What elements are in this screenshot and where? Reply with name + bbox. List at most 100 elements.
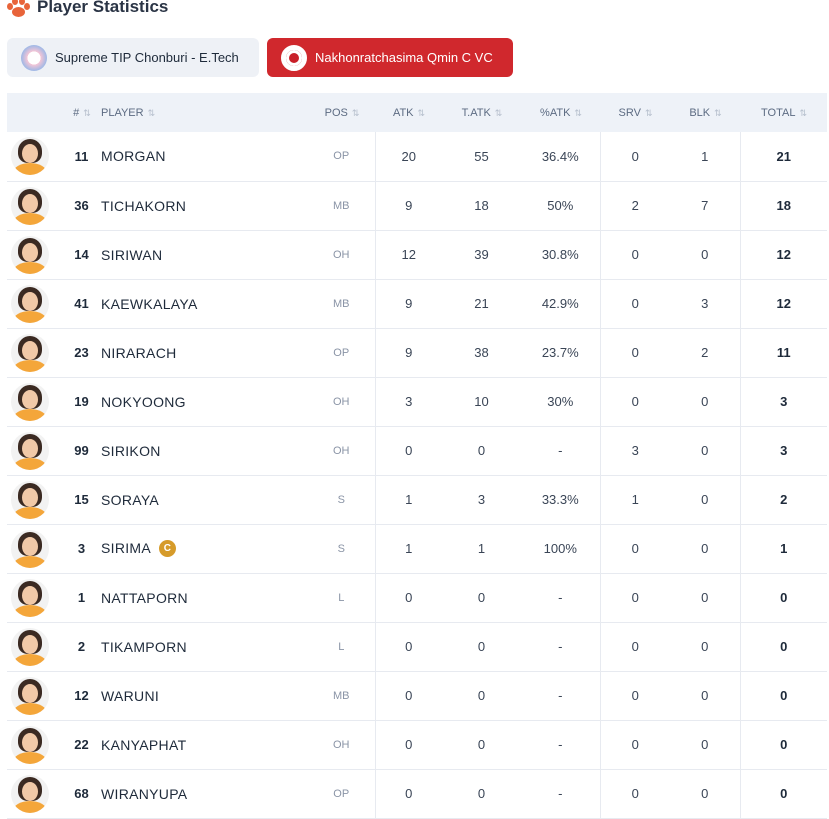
player-srv: 0	[599, 328, 670, 377]
player-atk: 0	[374, 720, 442, 769]
player-total: 12	[739, 279, 827, 328]
player-name[interactable]: MORGAN	[101, 148, 166, 165]
avatar	[11, 725, 49, 764]
player-name[interactable]: WARUNI	[101, 687, 160, 704]
player-patk: 36.4%	[541, 148, 579, 164]
player-pos: OH	[333, 395, 350, 408]
player-name[interactable]: NATTAPORN	[101, 589, 188, 606]
player-name-cell: SIRIKON	[101, 426, 308, 475]
player-number: 36	[74, 198, 89, 213]
table-row[interactable]: 68 WIRANYUPA OP 0 0 - 0 0 0	[7, 769, 827, 818]
player-name[interactable]: SIRIWAN	[101, 246, 163, 263]
table-row[interactable]: 36 TICHAKORN MB 9 18 50% 2 7 18	[7, 181, 827, 230]
team-logo-icon	[21, 44, 47, 71]
player-srv: 3	[599, 426, 670, 475]
player-name[interactable]: KAEWKALAYA	[101, 295, 198, 312]
player-tatk: 18	[474, 198, 489, 213]
player-name-cell: KAEWKALAYA	[101, 279, 308, 328]
player-total: 18	[739, 181, 827, 230]
avatar	[11, 235, 49, 274]
col-header-patk[interactable]: %ATK ⇅	[540, 106, 582, 119]
table-row[interactable]: 11 MORGAN OP 20 55 36.4% 0 1 21	[7, 132, 827, 181]
player-blk: 0	[701, 737, 709, 752]
player-pos: MB	[333, 199, 350, 212]
player-blk: 7	[701, 198, 709, 213]
table-row[interactable]: 2 TIKAMPORN L 0 0 - 0 0 0	[7, 622, 827, 671]
player-srv: 0	[599, 622, 670, 671]
tab-team-away[interactable]: Nakhonratchasima Qmin C VC	[267, 38, 513, 77]
player-tatk: 0	[477, 737, 486, 752]
tab-team-home[interactable]: Supreme TIP Chonburi - E.Tech	[7, 38, 259, 77]
player-tatk: 38	[474, 345, 489, 360]
player-name[interactable]: KANYAPHAT	[101, 736, 187, 753]
player-number: 19	[74, 394, 89, 409]
avatar	[11, 431, 49, 470]
table-row[interactable]: 12 WARUNI MB 0 0 - 0 0 0	[7, 671, 827, 720]
table-row[interactable]: 41 KAEWKALAYA MB 9 21 42.9% 0 3 12	[7, 279, 827, 328]
col-header-atk[interactable]: ATK ⇅	[392, 106, 425, 119]
table-row[interactable]: 99 SIRIKON OH 0 0 - 3 0 3	[7, 426, 827, 475]
player-patk: -	[558, 590, 563, 605]
avatar	[11, 627, 49, 666]
player-name-cell: MORGAN	[101, 132, 308, 181]
col-header-pos[interactable]: POS ⇅	[324, 106, 360, 119]
player-total: 0	[739, 720, 827, 769]
sort-icon: ⇅	[417, 107, 425, 118]
player-name[interactable]: NOKYOONG	[101, 393, 186, 410]
sort-icon: ⇅	[83, 107, 90, 118]
player-tatk: 3	[477, 492, 486, 507]
col-header-blk[interactable]: BLK ⇅	[689, 106, 721, 119]
player-patk: 30.8%	[541, 247, 579, 262]
sort-icon: ⇅	[644, 107, 652, 118]
player-name[interactable]: TICHAKORN	[101, 197, 187, 214]
player-atk: 1	[374, 475, 442, 524]
player-srv: 0	[599, 720, 670, 769]
player-atk: 9	[374, 328, 442, 377]
player-total: 11	[739, 328, 827, 377]
table-row[interactable]: 1 NATTAPORN L 0 0 - 0 0 0	[7, 573, 827, 622]
team-tabs: Supreme TIP Chonburi - E.Tech Nakhonratc…	[7, 38, 513, 77]
player-blk: 0	[701, 639, 709, 654]
table-row[interactable]: 22 KANYAPHAT OH 0 0 - 0 0 0	[7, 720, 827, 769]
player-name-cell: SIRIMA C	[101, 524, 308, 573]
player-tatk: 10	[474, 394, 489, 409]
player-patk: 23.7%	[541, 345, 579, 360]
player-number: 68	[74, 786, 89, 801]
player-patk: 50%	[547, 198, 574, 213]
player-pos: OH	[333, 248, 350, 261]
player-total: 0	[739, 671, 827, 720]
player-pos: OH	[333, 738, 350, 751]
table-row[interactable]: 3 SIRIMA C S 1 1 100% 0 0 1	[7, 524, 827, 573]
table-row[interactable]: 14 SIRIWAN OH 12 39 30.8% 0 0 12	[7, 230, 827, 279]
table-row[interactable]: 15 SORAYA S 1 3 33.3% 1 0 2	[7, 475, 827, 524]
player-name-cell: TICHAKORN	[101, 181, 308, 230]
player-tatk: 0	[477, 590, 486, 605]
player-name[interactable]: WIRANYUPA	[101, 785, 188, 802]
player-name[interactable]: SORAYA	[101, 491, 160, 508]
player-stats-table: # ⇅ PLAYER ⇅ POS ⇅ ATK ⇅ T.ATK ⇅ %ATK ⇅ SRV ⇅ B…	[7, 93, 827, 819]
player-name[interactable]: SIRIKON	[101, 442, 161, 459]
col-header-tatk[interactable]: T.ATK ⇅	[461, 106, 503, 119]
table-row[interactable]: 19 NOKYOONG OH 3 10 30% 0 0 3	[7, 377, 827, 426]
player-number: 1	[77, 590, 86, 605]
player-blk: 0	[701, 688, 709, 703]
player-name-cell: NATTAPORN	[101, 573, 308, 622]
player-total: 0	[739, 769, 827, 818]
col-header-srv[interactable]: SRV ⇅	[618, 106, 653, 119]
player-number: 3	[77, 541, 86, 556]
player-blk: 0	[701, 590, 709, 605]
avatar	[11, 578, 49, 617]
player-pos: L	[338, 591, 345, 604]
col-header-player[interactable]: PLAYER ⇅	[101, 106, 155, 119]
player-patk: 33.3%	[541, 492, 579, 507]
player-name-cell: WIRANYUPA	[101, 769, 308, 818]
col-header-total[interactable]: TOTAL ⇅	[761, 106, 807, 119]
player-name[interactable]: NIRARACH	[101, 344, 177, 361]
player-name[interactable]: TIKAMPORN	[101, 638, 187, 655]
player-name[interactable]: SIRIMA	[101, 539, 152, 556]
player-pos: OP	[333, 150, 350, 163]
col-header-num[interactable]: # ⇅	[73, 106, 91, 119]
table-row[interactable]: 23 NIRARACH OP 9 38 23.7% 0 2 11	[7, 328, 827, 377]
player-blk: 0	[701, 541, 709, 556]
section-header: Player Statistics	[7, 0, 168, 20]
